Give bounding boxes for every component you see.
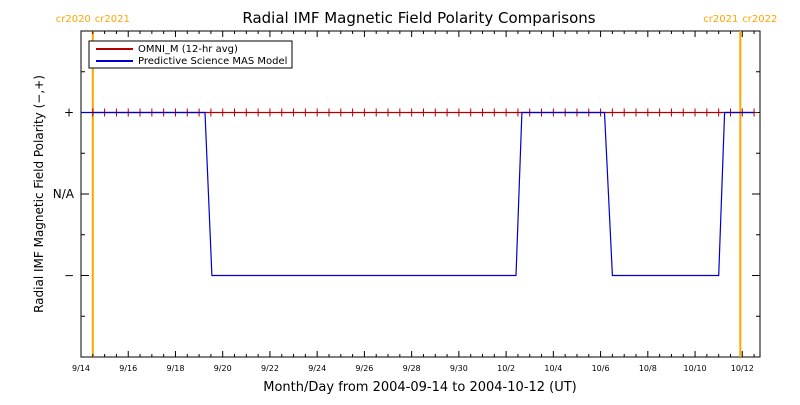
y-tick-label: + xyxy=(64,106,74,120)
x-tick-label: 10/10 xyxy=(684,364,707,373)
x-tick-label: 10/12 xyxy=(731,364,754,373)
x-axis-label: Month/Day from 2004-09-14 to 2004-10-12 … xyxy=(263,380,576,395)
data-point xyxy=(632,108,641,117)
data-point xyxy=(254,108,263,117)
data-point xyxy=(360,108,369,117)
carrington-label-left-1: cr2021 xyxy=(703,14,738,25)
y-axis-label: Radial IMF Magnetic Field Polarity (−,+) xyxy=(32,75,46,313)
data-point xyxy=(384,108,393,117)
data-point xyxy=(289,108,298,117)
x-tick-label: 10/2 xyxy=(497,364,515,373)
data-point xyxy=(643,108,652,117)
carrington-label-right-1: cr2022 xyxy=(742,14,777,25)
data-point xyxy=(265,108,274,117)
data-point xyxy=(702,108,711,117)
data-point xyxy=(502,108,511,117)
data-point xyxy=(478,108,487,117)
data-point xyxy=(490,108,499,117)
series-line-1 xyxy=(81,111,755,277)
legend-box xyxy=(88,40,293,69)
x-tick-label: 9/18 xyxy=(166,364,184,373)
data-point xyxy=(313,108,322,117)
data-point xyxy=(407,108,416,117)
x-tick-label: 10/8 xyxy=(639,364,657,373)
data-point xyxy=(218,108,227,117)
data-point xyxy=(667,108,676,117)
x-tick-label: 9/14 xyxy=(72,364,90,373)
data-point xyxy=(620,108,629,117)
data-point xyxy=(454,108,463,117)
data-point xyxy=(277,108,286,117)
data-point xyxy=(230,108,239,117)
chart-title: Radial IMF Magnetic Field Polarity Compa… xyxy=(242,9,595,27)
data-point xyxy=(206,108,215,117)
x-tick-label: 9/28 xyxy=(403,364,421,373)
legend-label-omni: OMNI_M (12-hr avg) xyxy=(138,44,238,55)
data-point xyxy=(655,108,664,117)
data-point xyxy=(431,108,440,117)
data-point xyxy=(348,108,357,117)
data-point xyxy=(714,108,723,117)
y-tick-label: N/A xyxy=(53,187,75,201)
x-tick-label: 9/30 xyxy=(450,364,468,373)
data-point xyxy=(372,108,381,117)
x-tick-label: 9/16 xyxy=(119,364,137,373)
data-point xyxy=(443,108,452,117)
data-point xyxy=(466,108,475,117)
x-tick-label: 9/20 xyxy=(214,364,232,373)
legend: OMNI_M (12-hr avg) Predictive Science MA… xyxy=(88,40,293,69)
data-point xyxy=(301,108,310,117)
data-point xyxy=(242,108,251,117)
series-group xyxy=(81,108,759,277)
data-point xyxy=(608,108,617,117)
data-point xyxy=(679,108,688,117)
y-tick-label: − xyxy=(64,269,74,283)
carrington-markers: cr2020 cr2021 cr2021 cr2022 xyxy=(56,14,777,357)
data-point xyxy=(513,108,522,117)
carrington-label-left-0: cr2020 xyxy=(56,14,91,25)
x-tick-label: 9/22 xyxy=(261,364,279,373)
data-point xyxy=(336,108,345,117)
data-point xyxy=(395,108,404,117)
x-tick-label: 10/6 xyxy=(592,364,610,373)
carrington-label-right-0: cr2021 xyxy=(95,14,130,25)
data-point xyxy=(691,108,700,117)
x-tick-label: 10/4 xyxy=(544,364,562,373)
x-axis-ticks: 9/14 9/16 9/18 9/20 9/22 9/24 9/26 9/28 9/30 10/2… xyxy=(72,31,755,373)
legend-label-mas: Predictive Science MAS Model xyxy=(138,56,287,67)
x-tick-label: 9/26 xyxy=(355,364,373,373)
x-tick-label: 9/24 xyxy=(308,364,326,373)
data-point xyxy=(324,108,333,117)
data-point xyxy=(419,108,428,117)
